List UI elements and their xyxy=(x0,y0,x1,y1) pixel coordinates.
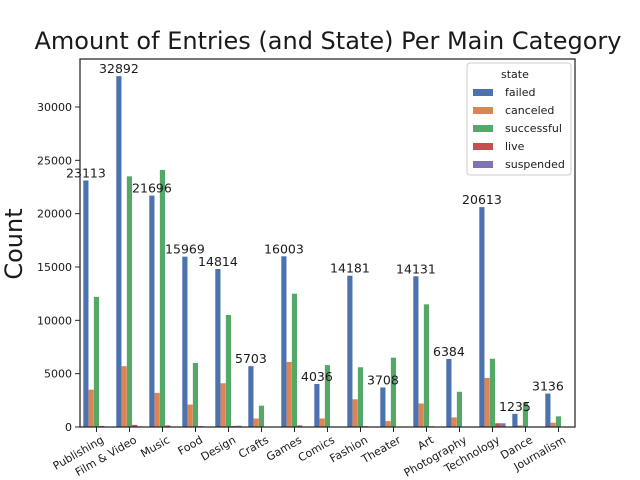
data-label-12: 20613 xyxy=(462,192,502,207)
bar-live-2 xyxy=(165,425,171,427)
y-axis: 0 5000 10000 15000 20000 25000 30000 xyxy=(37,101,80,434)
legend-title: state xyxy=(501,68,529,81)
bar-successful-9 xyxy=(390,357,397,427)
bar-live-1 xyxy=(132,424,138,427)
bar-failed-1 xyxy=(116,76,122,428)
bar-successful-6 xyxy=(291,293,298,427)
bar-live-6 xyxy=(297,425,303,427)
bar-failed-6 xyxy=(281,256,287,427)
legend-swatch-suspended xyxy=(473,161,493,168)
data-label-4: 14814 xyxy=(198,254,238,269)
bar-failed-7 xyxy=(314,383,320,427)
bar-canceled-10 xyxy=(418,403,424,427)
y-tick-label-5: 25000 xyxy=(37,154,72,167)
legend-label-suspended: suspended xyxy=(505,158,565,171)
bar-failed-12 xyxy=(479,207,485,427)
bar-successful-5 xyxy=(258,405,265,427)
bar-canceled-11 xyxy=(451,417,457,427)
data-label-7: 4036 xyxy=(301,369,333,384)
bar-successful-14 xyxy=(555,416,562,427)
legend: state failed canceled successful live suspend… xyxy=(466,62,572,176)
bar-failed-10 xyxy=(413,276,419,427)
bar-suspended-12 xyxy=(500,423,506,427)
data-label-8: 14181 xyxy=(330,261,370,276)
data-label-5: 5703 xyxy=(235,351,267,366)
bar-successful-4 xyxy=(225,315,232,427)
bar-canceled-2 xyxy=(154,392,160,427)
bar-suspended-4 xyxy=(236,425,242,427)
bar-successful-10 xyxy=(423,304,430,427)
bar-canceled-1 xyxy=(121,366,127,427)
bar-failed-2 xyxy=(149,195,155,427)
legend-swatch-successful xyxy=(473,125,493,132)
y-tick-label-2: 10000 xyxy=(37,314,72,327)
data-label-11: 6384 xyxy=(433,344,465,359)
data-label-9: 3708 xyxy=(367,372,399,387)
bar-live-12 xyxy=(495,423,501,427)
legend-swatch-live xyxy=(473,143,493,150)
bar-successful-12 xyxy=(489,358,496,427)
x-tick-label-4: Design xyxy=(199,433,238,463)
y-tick-label-0: 0 xyxy=(65,421,72,434)
bar-canceled-0 xyxy=(88,389,94,427)
bar-canceled-4 xyxy=(220,383,226,427)
bar-successful-8 xyxy=(357,367,364,427)
bar-canceled-14 xyxy=(550,422,556,427)
legend-label-failed: failed xyxy=(505,86,535,99)
bar-successful-1 xyxy=(126,176,133,427)
chart-title: Amount of Entries (and State) Per Main C… xyxy=(34,27,621,55)
bar-canceled-3 xyxy=(187,404,193,427)
bar-failed-13 xyxy=(512,413,518,427)
bar-failed-11 xyxy=(446,358,452,427)
bar-failed-5 xyxy=(248,366,254,427)
bar-canceled-13 xyxy=(517,425,523,427)
y-tick-label-1: 5000 xyxy=(44,368,72,381)
bar-failed-0 xyxy=(83,180,89,427)
bar-successful-2 xyxy=(159,169,166,427)
bar-failed-14 xyxy=(545,393,551,427)
bar-canceled-5 xyxy=(253,418,259,427)
y-axis-label: Count xyxy=(0,208,28,279)
data-label-2: 21696 xyxy=(132,181,172,196)
data-label-3: 15969 xyxy=(165,242,205,257)
plot-frame xyxy=(79,58,576,428)
bars-layer xyxy=(83,76,572,428)
data-label-14: 3136 xyxy=(532,379,564,394)
data-label-6: 16003 xyxy=(264,241,304,256)
bar-successful-7 xyxy=(324,365,331,427)
x-tick-label-2: Music xyxy=(138,433,172,460)
bar-failed-9 xyxy=(380,387,386,427)
y-tick-label-3: 15000 xyxy=(37,261,72,274)
data-label-10: 14131 xyxy=(396,261,436,276)
data-label-13: 1235 xyxy=(499,399,531,414)
data-label-1: 32892 xyxy=(99,61,139,76)
bar-canceled-12 xyxy=(484,377,490,427)
bar-canceled-9 xyxy=(385,421,391,427)
bar-failed-3 xyxy=(182,256,188,427)
y-tick-label-4: 20000 xyxy=(37,208,72,221)
bar-successful-0 xyxy=(93,296,100,427)
bar-failed-4 xyxy=(215,268,221,427)
legend-label-canceled: canceled xyxy=(505,104,554,117)
bar-canceled-6 xyxy=(286,361,292,427)
bar-canceled-8 xyxy=(352,399,358,427)
y-tick-label-6: 30000 xyxy=(37,101,72,114)
bar-successful-3 xyxy=(192,363,199,427)
legend-label-live: live xyxy=(505,140,525,153)
bar-successful-13 xyxy=(522,402,529,427)
legend-swatch-failed xyxy=(473,89,493,96)
data-label-0: 23113 xyxy=(66,165,106,180)
bar-successful-11 xyxy=(456,391,463,427)
bar-canceled-7 xyxy=(319,418,325,427)
legend-label-successful: successful xyxy=(505,122,562,135)
bar-failed-8 xyxy=(347,275,353,427)
legend-swatch-canceled xyxy=(473,107,493,114)
